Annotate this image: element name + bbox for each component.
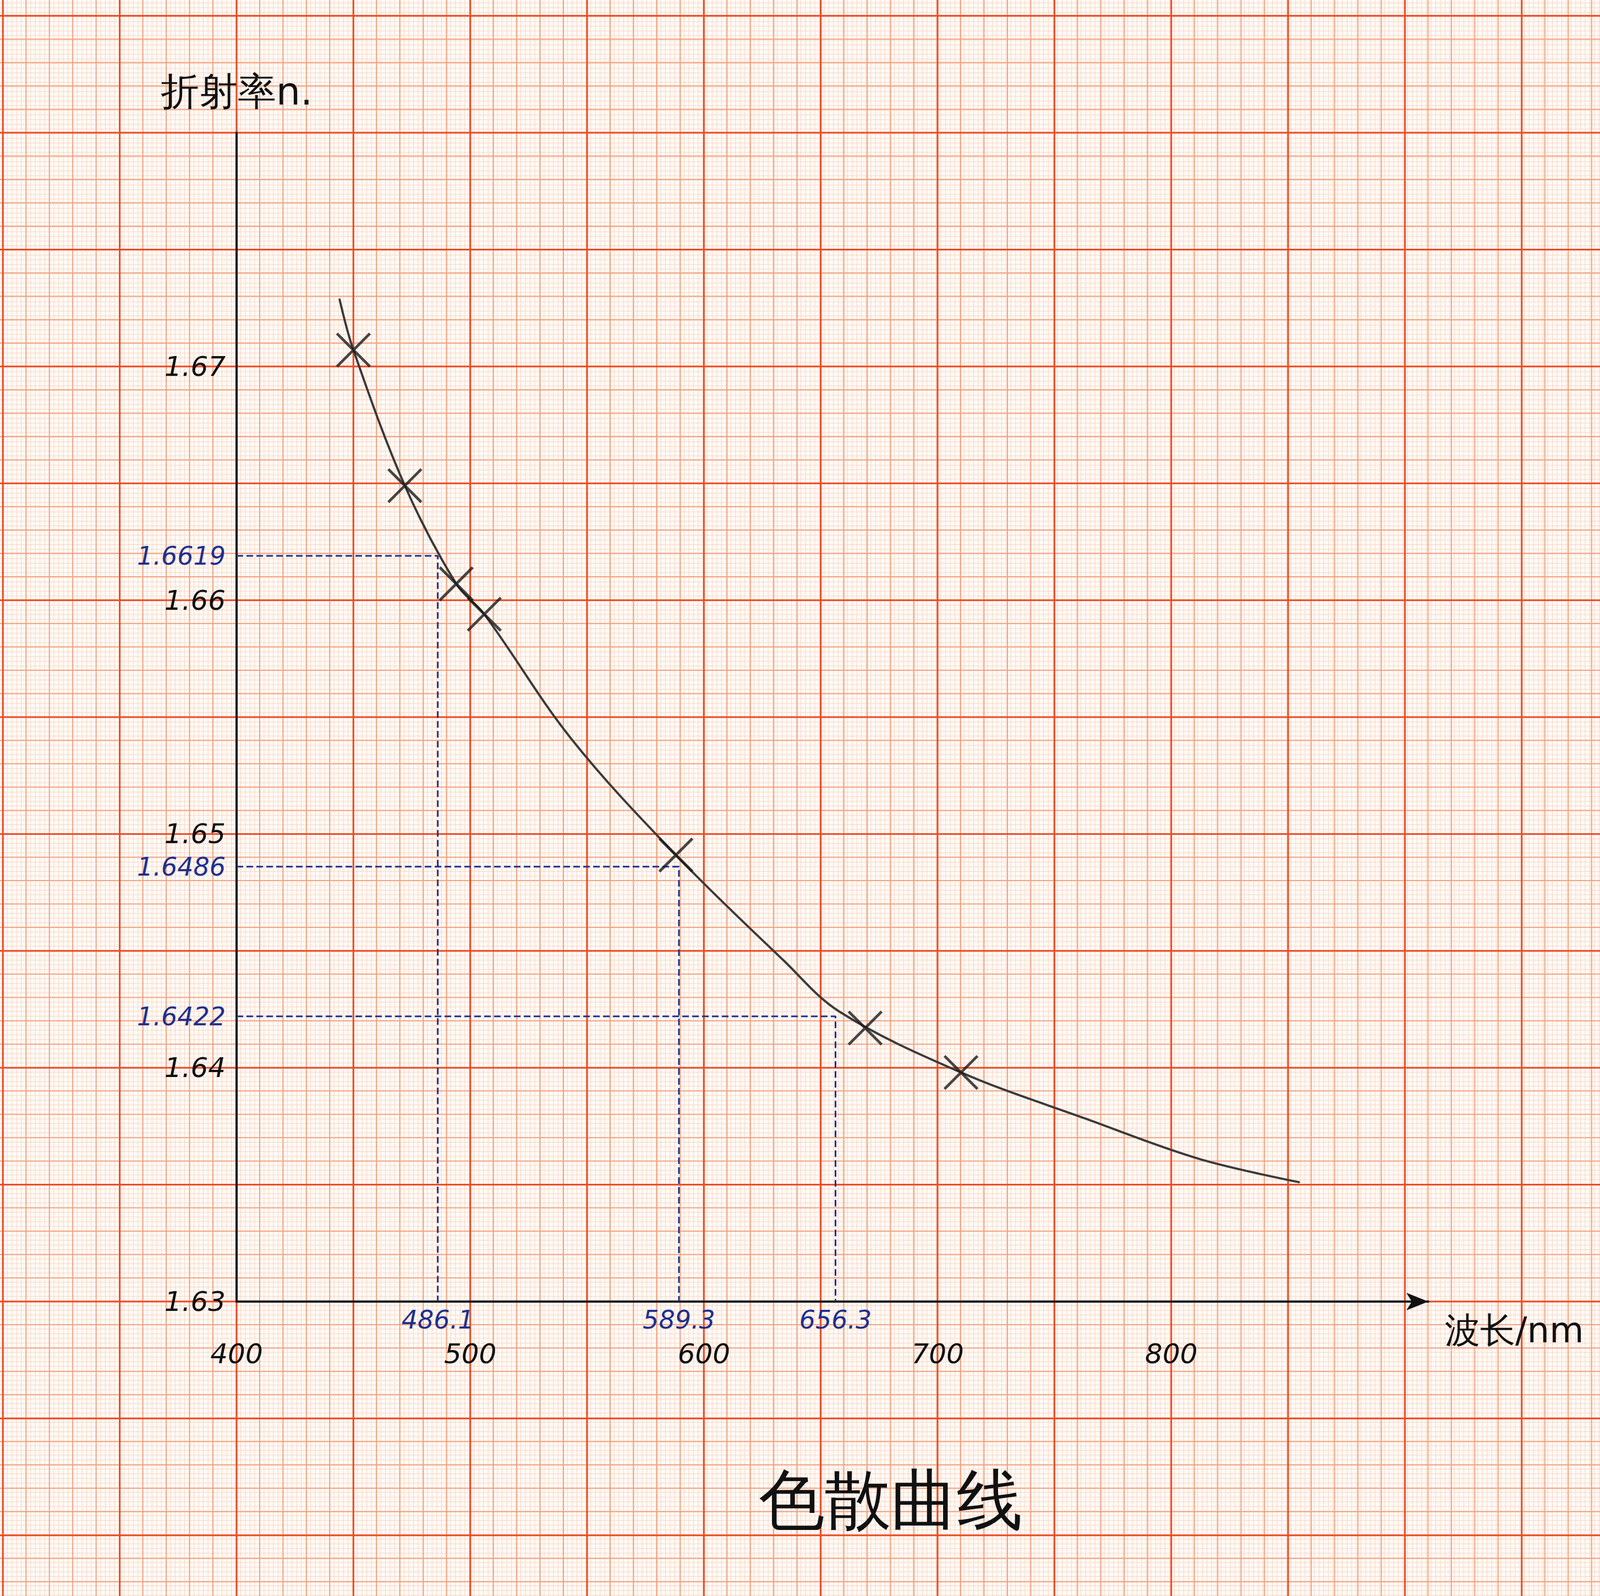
svg-text:656.3: 656.3 (799, 1304, 873, 1335)
svg-text:600: 600 (677, 1337, 731, 1370)
svg-text:486.1: 486.1 (401, 1304, 475, 1335)
svg-text:700: 700 (911, 1337, 964, 1370)
svg-text:1.67: 1.67 (164, 350, 227, 383)
svg-text:折射率n.: 折射率n. (160, 68, 314, 114)
svg-text:500: 500 (444, 1337, 497, 1370)
svg-text:589.3: 589.3 (642, 1304, 716, 1335)
svg-text:色散曲线: 色散曲线 (758, 1461, 1023, 1538)
svg-text:800: 800 (1144, 1337, 1198, 1370)
svg-text:400: 400 (210, 1337, 263, 1370)
svg-text:1.6422: 1.6422 (137, 1001, 226, 1032)
svg-text:1.6486: 1.6486 (137, 851, 226, 882)
svg-text:1.64: 1.64 (164, 1051, 226, 1084)
svg-text:波长/nm: 波长/nm (1444, 1309, 1584, 1351)
svg-text:1.63: 1.63 (164, 1285, 226, 1318)
svg-text:1.65: 1.65 (164, 817, 226, 850)
svg-text:1.6619: 1.6619 (137, 540, 226, 571)
svg-text:1.66: 1.66 (164, 584, 226, 617)
